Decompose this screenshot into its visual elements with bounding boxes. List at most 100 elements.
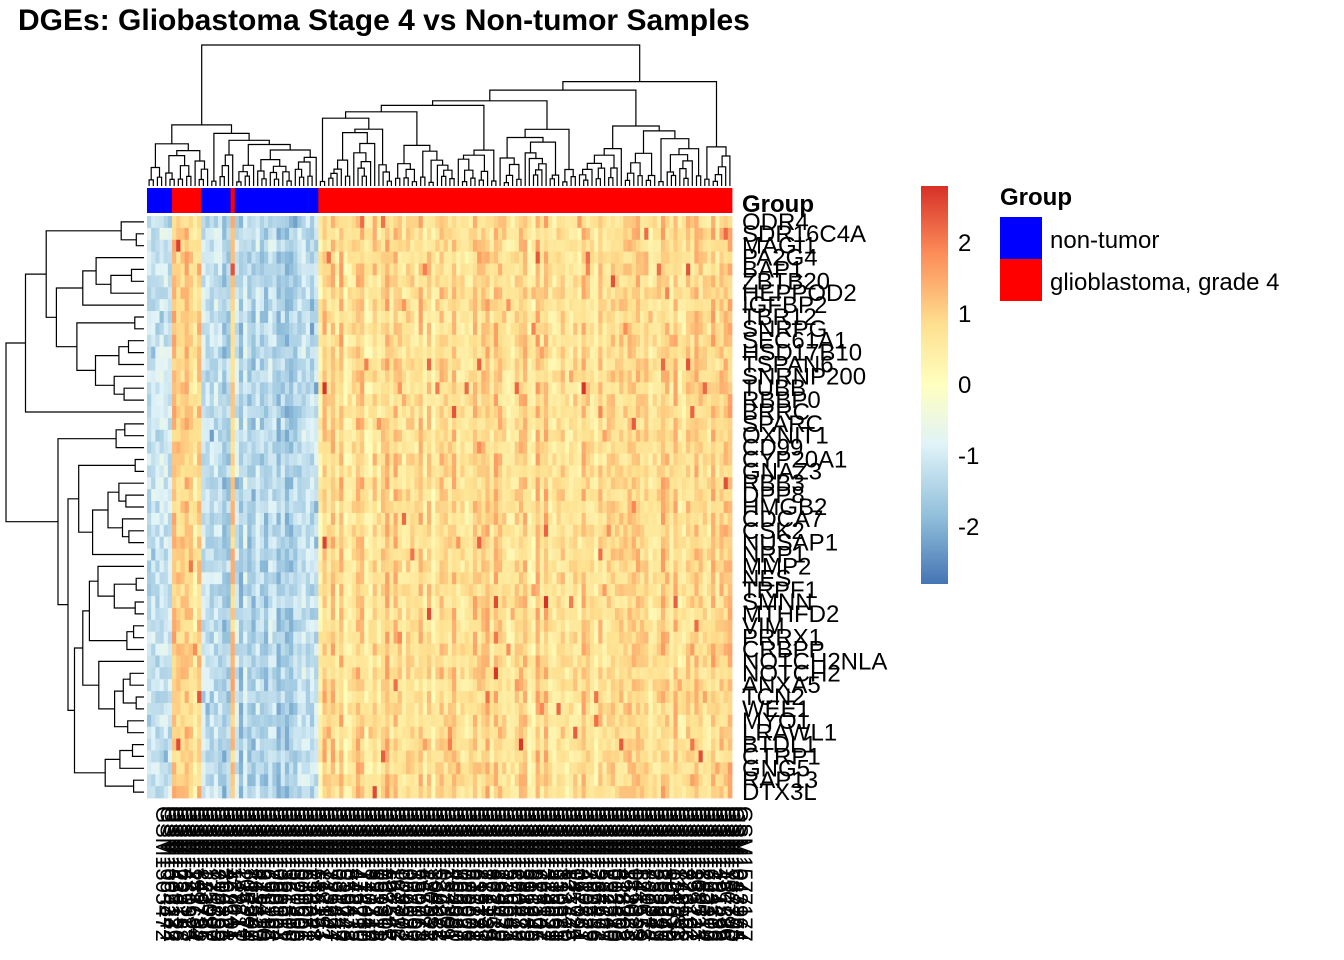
- heatmap-cell: [439, 489, 445, 502]
- heatmap-cell: [464, 251, 470, 264]
- heatmap-cell: [188, 738, 194, 751]
- heatmap-cell: [343, 572, 348, 585]
- heatmap-cell: [372, 501, 378, 514]
- heatmap-cell: [335, 619, 340, 633]
- heatmap-cell: [151, 619, 156, 633]
- heatmap-cell: [293, 465, 298, 478]
- heatmap-cell: [305, 691, 311, 704]
- heatmap-cell: [343, 441, 348, 454]
- heatmap-cell: [389, 572, 394, 585]
- heatmap-cell: [523, 275, 528, 288]
- heatmap-cell: [485, 394, 491, 407]
- heatmap-cell: [201, 536, 206, 549]
- heatmap-cell: [188, 429, 194, 443]
- heatmap-cell: [360, 762, 365, 775]
- heatmap-cell: [472, 489, 478, 502]
- heatmap-cell: [305, 406, 311, 419]
- heatmap-cell: [435, 334, 440, 348]
- heatmap-cell: [305, 631, 311, 644]
- heatmap-cell: [180, 596, 186, 609]
- heatmap-cell: [184, 370, 190, 383]
- heatmap-cell: [401, 441, 407, 454]
- heatmap-cell: [167, 346, 173, 359]
- heatmap-cell: [381, 417, 386, 431]
- heatmap-cell: [543, 239, 549, 253]
- heatmap-cell: [498, 441, 503, 454]
- heatmap-cell: [301, 287, 307, 300]
- heatmap-cell: [531, 216, 537, 229]
- heatmap-cell: [147, 465, 152, 478]
- column-dendrogram-branch: [624, 179, 631, 186]
- heatmap-cell: [272, 334, 277, 348]
- heatmap-cell: [167, 394, 173, 407]
- heatmap-cell: [264, 382, 269, 395]
- heatmap-cell: [297, 584, 303, 597]
- heatmap-cell: [326, 726, 332, 740]
- heatmap-cell: [264, 216, 269, 229]
- heatmap-cell: [238, 501, 244, 514]
- heatmap-cell: [305, 334, 311, 348]
- heatmap-cell: [339, 465, 344, 478]
- heatmap-cell: [238, 227, 244, 241]
- heatmap-cell: [401, 536, 407, 549]
- heatmap-cell: [297, 596, 303, 609]
- heatmap-cell: [351, 311, 357, 324]
- heatmap-cell: [272, 251, 277, 264]
- heatmap-cell: [309, 216, 315, 229]
- heatmap-cell: [360, 786, 365, 799]
- heatmap-cell: [330, 429, 336, 443]
- heatmap-cell: [238, 334, 244, 348]
- heatmap-cell: [468, 394, 474, 407]
- heatmap-cell: [447, 679, 453, 692]
- heatmap-cell: [431, 548, 436, 561]
- heatmap-cell: [218, 287, 223, 300]
- heatmap-cell: [172, 655, 177, 668]
- heatmap-cell: [443, 311, 449, 324]
- heatmap-cell: [456, 263, 461, 276]
- heatmap-cell: [498, 382, 503, 395]
- heatmap-cell: [289, 287, 294, 300]
- heatmap-cell: [226, 453, 231, 466]
- heatmap-cell: [418, 501, 424, 514]
- heatmap-cell: [460, 631, 465, 644]
- heatmap-cell: [147, 512, 152, 526]
- heatmap-cell: [406, 596, 411, 609]
- heatmap-cell: [326, 702, 332, 716]
- heatmap-cell: [247, 536, 252, 549]
- heatmap-cell: [339, 275, 344, 288]
- heatmap-cell: [301, 382, 307, 395]
- heatmap-cell: [502, 417, 507, 431]
- heatmap-cell: [431, 311, 436, 324]
- heatmap-cell: [464, 311, 470, 324]
- heatmap-cell: [397, 619, 403, 633]
- heatmap-cell: [335, 489, 340, 502]
- heatmap-cell: [284, 726, 290, 740]
- heatmap-cell: [218, 691, 223, 704]
- heatmap-cell: [489, 216, 495, 229]
- heatmap-cell: [172, 619, 177, 633]
- heatmap-cell: [393, 299, 399, 312]
- heatmap-cell: [498, 691, 503, 704]
- heatmap-cell: [535, 406, 541, 419]
- column-dendrogram-branch: [221, 165, 230, 186]
- heatmap-cell: [280, 750, 286, 763]
- heatmap-cell: [197, 619, 202, 633]
- heatmap-cell: [364, 441, 369, 454]
- heatmap-cell: [514, 738, 520, 751]
- heatmap-cell: [151, 346, 156, 359]
- heatmap-cell: [539, 287, 545, 300]
- heatmap-cell: [376, 607, 382, 621]
- heatmap-cell: [201, 477, 206, 490]
- heatmap-cell: [151, 548, 156, 561]
- heatmap-cell: [347, 441, 353, 454]
- heatmap-cell: [147, 738, 152, 751]
- heatmap-cell: [460, 239, 465, 253]
- heatmap-cell: [460, 216, 465, 229]
- heatmap-cell: [339, 501, 344, 514]
- heatmap-cell: [180, 714, 186, 728]
- heatmap-cell: [385, 750, 390, 763]
- heatmap-cell: [376, 679, 382, 692]
- heatmap-cell: [481, 275, 486, 288]
- heatmap-cell: [230, 406, 236, 419]
- heatmap-cell: [460, 227, 465, 241]
